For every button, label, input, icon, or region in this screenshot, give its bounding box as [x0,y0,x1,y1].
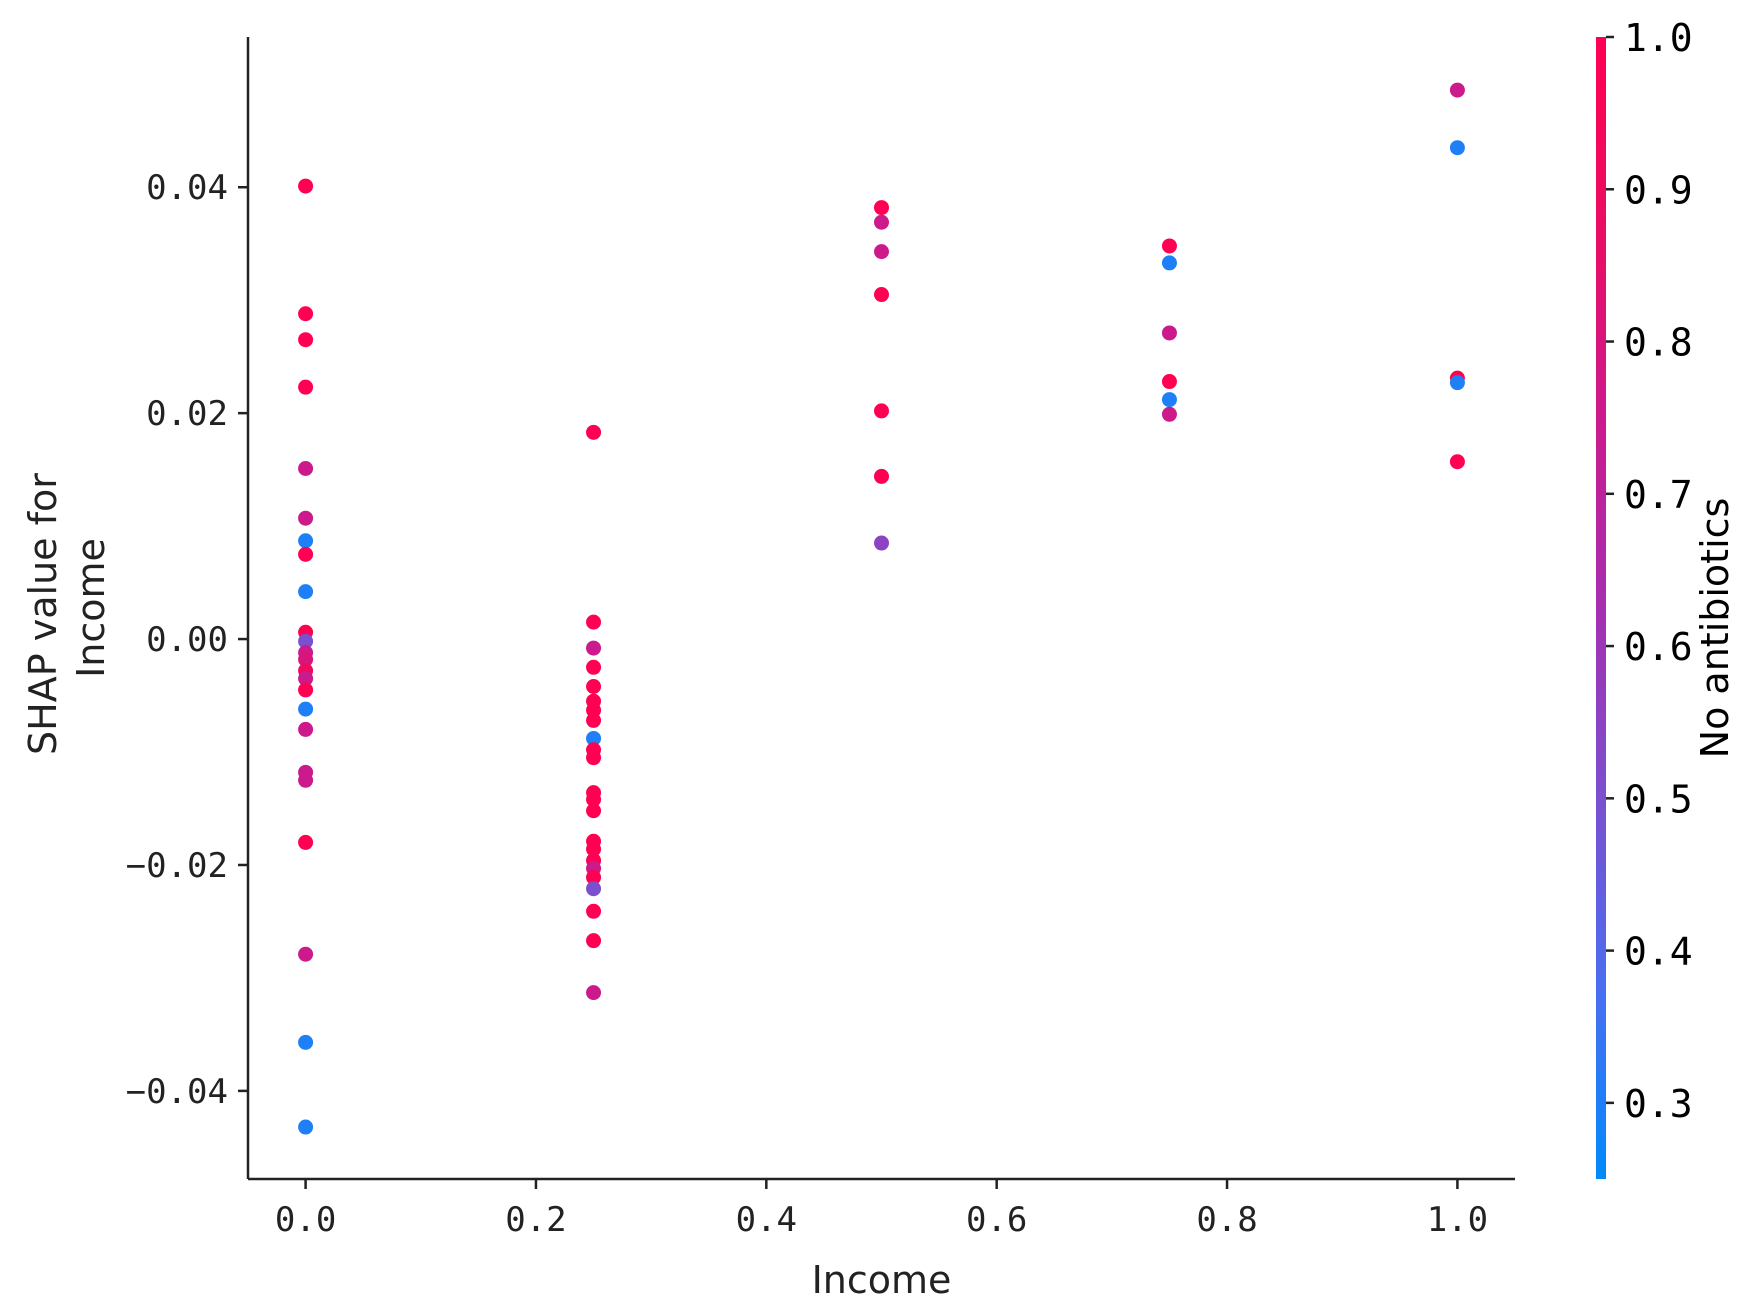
data-point [874,287,889,303]
data-point [586,730,602,746]
data-point [1161,374,1177,390]
colorbar-tick-label: 0.4 [1624,930,1693,974]
colorbar-tick-label: 0.9 [1624,168,1693,212]
colorbar-ticks: 1.0 0.9 0.8 0.7 0.6 0.5 0.4 0.3 [1606,16,1693,1126]
data-point [586,933,602,949]
data-point [1161,325,1177,341]
data-point [874,200,889,216]
data-point [874,403,889,419]
data-point [298,306,314,322]
colorbar-tick-label: 0.5 [1624,777,1693,821]
data-point [298,332,314,348]
y-axis-ticks: 0.04 0.02 0.00 −0.02 −0.04 [126,168,248,1112]
colorbar-tick-label: 0.8 [1624,321,1693,365]
data-point [298,772,314,788]
y-tick-label: 0.04 [146,168,228,208]
data-point [1449,140,1465,156]
data-point [298,178,314,194]
data-point [1449,454,1465,470]
data-point [298,510,314,526]
y-tick-label: −0.02 [126,846,228,886]
data-point [586,881,602,897]
data-point [298,633,314,649]
y-axis-label-line-1: SHAP value for [21,473,65,755]
y-tick-label: 0.00 [146,620,228,660]
data-point [298,946,314,962]
data-point [298,701,314,717]
colorbar-tick-label: 0.3 [1624,1082,1693,1126]
colorbar-tick-label: 1.0 [1624,16,1693,60]
data-point [586,841,602,857]
data-point [874,214,889,230]
data-point [1449,375,1465,391]
x-axis-label: Income [812,1258,952,1302]
x-tick-label: 0.2 [505,1200,566,1240]
data-point [586,791,602,807]
colorbar-tick-label: 0.7 [1624,473,1693,517]
x-tick-label: 1.0 [1427,1200,1488,1240]
data-point [298,546,314,562]
data-point [586,869,602,885]
data-point [874,535,889,551]
data-point [298,1034,314,1050]
colorbar [1596,37,1606,1179]
data-point [586,803,602,819]
x-tick-label: 0.8 [1196,1200,1257,1240]
y-axis-label-line-2: Income [69,538,113,678]
data-point [586,424,602,440]
x-tick-label: 0.0 [275,1200,336,1240]
data-point [298,671,314,687]
data-point [298,379,314,395]
plot-area [298,82,1465,1135]
colorbar-label: No antibiotics [1693,498,1737,759]
colorbar-tick-label: 0.6 [1624,625,1693,669]
data-point [298,721,314,737]
y-axis-label: SHAP value for Income [21,461,113,755]
data-point [298,1119,314,1135]
data-point [586,679,602,695]
data-point [298,460,314,476]
data-point [1449,82,1465,98]
data-point [586,712,602,728]
x-tick-label: 0.6 [966,1200,1027,1240]
x-axis-ticks: 0.0 0.2 0.4 0.6 0.8 1.0 [275,1179,1488,1240]
data-point [874,468,889,484]
y-tick-label: −0.04 [126,1072,228,1112]
data-point [298,584,314,600]
data-point [586,640,602,656]
data-point [586,903,602,919]
data-point [1161,392,1177,408]
data-point [1161,406,1177,422]
data-point [298,533,314,549]
data-point [1161,238,1177,254]
y-tick-label: 0.02 [146,394,228,434]
data-point [586,985,602,1001]
data-point [586,750,602,766]
data-point [586,614,602,630]
x-tick-label: 0.4 [736,1200,797,1240]
data-point [298,651,314,667]
data-point [874,244,889,260]
data-point [298,682,314,698]
data-point [1161,255,1177,271]
data-point [298,834,314,850]
data-point [586,659,602,675]
